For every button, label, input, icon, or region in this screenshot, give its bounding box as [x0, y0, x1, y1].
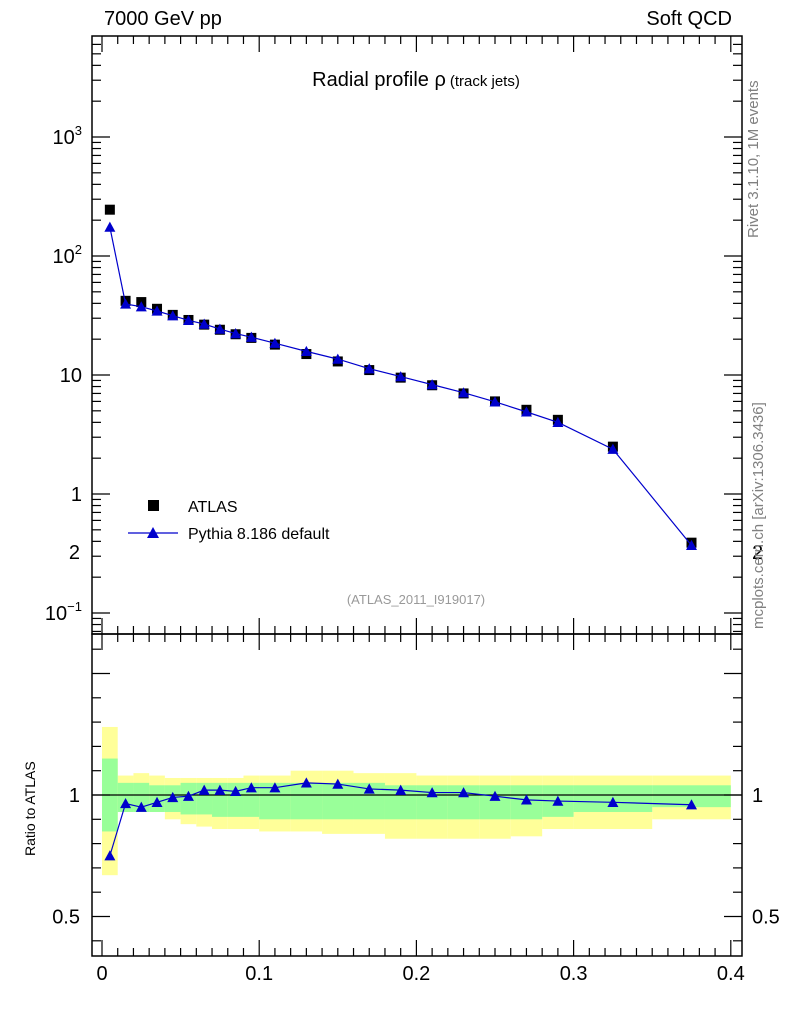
inner-band-bin: [196, 782, 213, 815]
x-tick-label: 0: [96, 963, 107, 985]
ratio-data-point: [104, 850, 116, 861]
pythia-data-point: [167, 310, 179, 321]
legend-label-atlas: ATLAS: [188, 499, 238, 516]
ratio-data-point: [135, 801, 147, 812]
x-tick-label: 0.4: [717, 963, 745, 985]
legend-marker-atlas: [148, 500, 159, 511]
pythia-data-point: [426, 379, 438, 390]
pythia-data-point: [214, 323, 226, 334]
ratio-data-point: [552, 795, 564, 806]
x-tick-label: 0.1: [245, 963, 273, 985]
main-series-layer: [104, 204, 697, 551]
pythia-data-point: [269, 337, 281, 348]
ratio-data-point: [300, 777, 312, 788]
x-tick-label: 0.3: [560, 963, 588, 985]
ratio-data-point: [269, 782, 281, 793]
atlas-data-point: [104, 204, 115, 215]
pythia-data-point: [607, 443, 619, 454]
inner-band-bin: [212, 782, 228, 817]
pythia-data-point: [198, 318, 210, 329]
pythia-data-point: [135, 301, 147, 312]
inner-band-bin: [652, 785, 731, 808]
pythia-data-point: [182, 314, 194, 326]
axis-ticks: [92, 36, 742, 956]
pythia-data-point: [686, 539, 697, 551]
inner-band-bin: [133, 782, 150, 813]
legend: ATLAS Pythia 8.186 default: [128, 499, 330, 543]
ratio-data-point: [395, 784, 407, 795]
tick-label-base: 10: [60, 365, 82, 387]
pythia-data-point: [230, 328, 242, 339]
pythia-data-point: [151, 305, 163, 316]
ratio-y-tick-label-left: 2: [69, 542, 80, 564]
ratio-data-point: [607, 796, 619, 807]
pythia-data-point: [395, 371, 407, 382]
pythia-data-point: [489, 396, 501, 407]
ratio-data-point: [426, 787, 438, 798]
ratio-axis-label: Ratio to ATLAS: [22, 761, 38, 856]
ratio-data-point: [214, 784, 226, 795]
pythia-data-point: [520, 406, 532, 417]
pythia-data-point: [332, 353, 344, 364]
main-plot-frame: [91, 35, 743, 635]
pythia-data-point: [300, 345, 312, 357]
pythia-series-line: [109, 226, 692, 546]
main-y-tick-label: 10: [60, 365, 82, 387]
ratio-data-point: [363, 783, 375, 794]
pythia-data-point: [245, 331, 257, 342]
main-y-tick-label: 102: [53, 242, 82, 268]
inner-band-bin: [479, 785, 511, 820]
ratio-uncertainty-bands: [102, 726, 731, 876]
ratio-data-point: [230, 785, 242, 797]
energy-label: 7000 GeV pp: [104, 8, 222, 30]
ratio-data-point: [686, 799, 697, 810]
tick-label-exponent: 2: [75, 242, 82, 257]
ratio-data-point: [151, 796, 163, 807]
pythia-data-point: [458, 387, 470, 398]
tick-label-base: 1: [71, 484, 82, 506]
rivet-version-label: Rivet 3.1.10, 1M events: [745, 80, 762, 238]
ratio-data-point: [458, 787, 470, 798]
ratio-data-point: [120, 798, 132, 809]
ratio-data-point: [489, 790, 501, 801]
analysis-watermark: (ATLAS_2011_I919017): [347, 592, 485, 607]
x-tick-label: 0.2: [402, 963, 430, 985]
pythia-data-point: [363, 363, 375, 374]
ratio-series-layer: [104, 777, 697, 861]
ratio-y-tick-label-left: 0.5: [52, 907, 80, 929]
ratio-y-tick-label-left: 1: [69, 785, 80, 807]
tick-label-base: 10: [53, 127, 75, 149]
ratio-data-point: [167, 791, 179, 803]
ratio-series-line: [109, 782, 692, 856]
ratio-y-tick-label-right: 2: [752, 542, 763, 564]
main-y-tick-label: 103: [53, 123, 82, 149]
pythia-data-point: [104, 221, 116, 232]
legend-label-pythia: Pythia 8.186 default: [188, 526, 330, 543]
tick-label-base: 10: [45, 603, 67, 625]
ratio-y-tick-label-right: 0.5: [752, 907, 780, 929]
tick-label-base: 10: [53, 246, 75, 268]
legend-marker-pythia: [147, 527, 159, 538]
ratio-data-point: [198, 784, 210, 795]
pythia-data-point: [552, 416, 564, 428]
pythia-data-point: [120, 298, 132, 309]
ratio-data-point: [182, 790, 194, 801]
ratio-data-point: [332, 778, 344, 789]
tick-label-exponent: −1: [67, 599, 82, 614]
category-label: Soft QCD: [646, 8, 732, 30]
inner-band-bin: [322, 782, 354, 820]
main-y-tick-label: 10−1: [45, 599, 82, 625]
ratio-data-point: [245, 782, 257, 793]
ratio-data-point: [520, 794, 532, 805]
main-y-tick-label: 1: [71, 484, 82, 506]
inner-band-bin: [290, 782, 323, 820]
tick-label-exponent: 3: [75, 123, 82, 138]
chart-title: Radial profile ρ (track jets): [312, 69, 520, 91]
ratio-y-tick-label-right: 1: [752, 785, 763, 807]
mcplots-citation-label: mcplots.cern.ch [arXiv:1306.3436]: [750, 402, 767, 629]
